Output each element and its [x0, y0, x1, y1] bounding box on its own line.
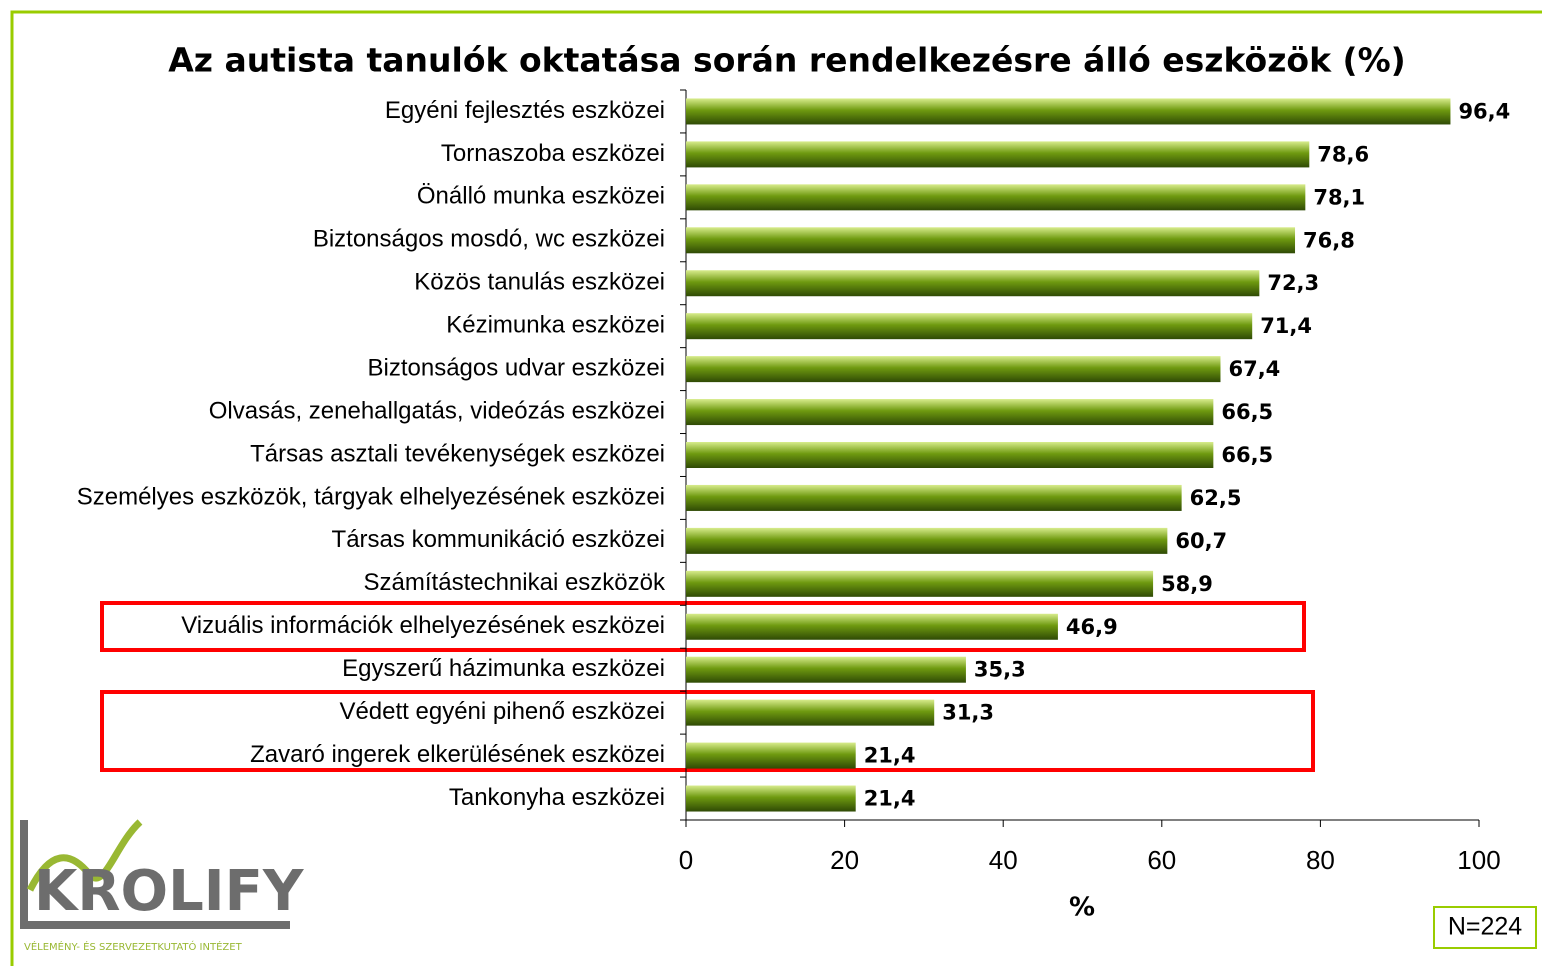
bar [686, 270, 1260, 297]
category-label: Kézimunka eszközei [446, 312, 665, 339]
value-label: 21,4 [864, 744, 916, 768]
category-label: Számítástechnikai eszközök [364, 569, 666, 596]
bar [686, 184, 1306, 211]
annotation-box [1433, 906, 1537, 949]
bar [686, 484, 1182, 511]
category-label: Tankonyha eszközei [449, 784, 665, 811]
category-label: Társas kommunikáció eszközei [332, 526, 665, 553]
value-label: 96,4 [1458, 99, 1510, 123]
category-label: Zavaró ingerek elkerülésének eszközei [250, 741, 665, 768]
value-label: 76,8 [1303, 228, 1355, 252]
bar [686, 656, 966, 683]
x-tick-label: 100 [1457, 845, 1500, 875]
x-axis-label: % [1069, 893, 1095, 923]
highlight-box [100, 690, 1315, 772]
bar [686, 313, 1253, 340]
x-tick-label: 0 [679, 845, 693, 875]
bar [686, 227, 1296, 254]
value-label: 31,3 [942, 701, 994, 725]
value-label: 21,4 [864, 787, 916, 811]
category-label: Közös tanulás eszközei [414, 269, 665, 296]
value-label: 58,9 [1161, 572, 1213, 596]
value-label: 60,7 [1175, 529, 1227, 553]
bar [686, 356, 1221, 383]
value-label: 66,5 [1221, 443, 1273, 467]
value-label: 78,1 [1313, 185, 1365, 209]
bar [686, 613, 1058, 640]
bar [686, 141, 1310, 168]
value-label: 66,5 [1221, 400, 1273, 424]
value-label: 71,4 [1260, 314, 1312, 338]
value-label: 72,3 [1267, 271, 1319, 295]
value-label: 62,5 [1190, 486, 1242, 510]
logo-name: KROLIFY [34, 859, 305, 924]
bar [686, 785, 856, 812]
value-label: 67,4 [1228, 357, 1280, 381]
bar [686, 399, 1214, 426]
x-tick-label: 40 [989, 845, 1018, 875]
bar [686, 442, 1214, 468]
category-label: Olvasás, zenehallgatás, videózás eszköze… [209, 397, 665, 424]
category-label: Tornaszoba eszközei [441, 140, 665, 167]
value-label: 35,3 [974, 658, 1026, 682]
bar [686, 98, 1451, 125]
logo: KROLIFY VÉLEMÉNY- ÉS SZERVEZETKUTATÓ INT… [20, 819, 305, 953]
category-label: Biztonságos udvar eszközei [368, 354, 666, 381]
category-label: Önálló munka eszközei [417, 183, 665, 210]
category-label: Egyszerű házimunka eszközei [342, 655, 665, 682]
bar [686, 742, 856, 769]
category-label: Biztonságos mosdó, wc eszközei [313, 226, 665, 253]
category-label: Védett egyéni pihenő eszközei [339, 698, 665, 725]
logo-swoosh [26, 819, 143, 892]
x-tick-label: 80 [1306, 845, 1335, 875]
frame [10, 10, 1542, 966]
logo-frame [20, 820, 290, 929]
highlight-box [100, 601, 1306, 652]
value-label: 46,9 [1066, 615, 1118, 639]
bar [686, 527, 1168, 554]
logo-tagline: VÉLEMÉNY- ÉS SZERVEZETKUTATÓ INTÉZET [24, 940, 243, 953]
bar [686, 699, 935, 726]
category-label: Társas asztali tevékenységek eszközei [250, 440, 665, 467]
category-label: Egyéni fejlesztés eszközei [385, 97, 665, 124]
bar [686, 570, 1154, 597]
x-tick-label: 20 [830, 845, 859, 875]
value-label: 78,6 [1317, 142, 1369, 166]
x-tick-label: 60 [1147, 845, 1176, 875]
chart-title: Az autista tanulók oktatása során rendel… [168, 41, 1405, 80]
category-label: Személyes eszközök, tárgyak elhelyezésén… [77, 483, 665, 510]
annotation: N=224 [1448, 913, 1522, 941]
category-label: Vizuális információk elhelyezésének eszk… [181, 612, 665, 639]
